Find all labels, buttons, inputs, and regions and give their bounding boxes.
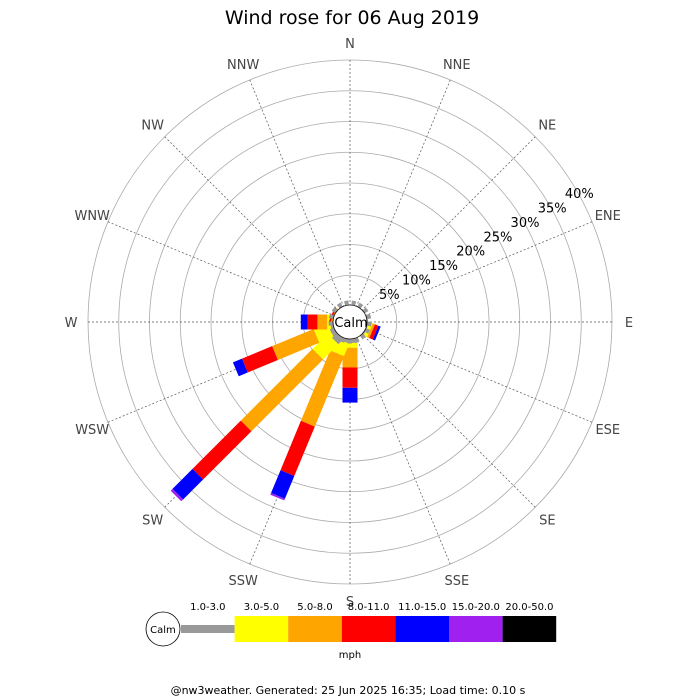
calm-label: Calm: [334, 316, 367, 331]
bar-segment-w-2: [317, 314, 328, 330]
direction-label-ne: NE: [538, 119, 556, 134]
direction-label-se: SE: [539, 513, 555, 528]
legend-swatch-3: [341, 616, 396, 642]
footer-text: @nw3weather. Generated: 25 Jun 2025 16:3…: [171, 684, 526, 697]
bar-segment-s-4: [342, 387, 358, 403]
calm-circle: [332, 304, 368, 340]
radial-tick-label: 5%: [379, 288, 400, 303]
bar-segment-ssw-2: [300, 350, 344, 427]
direction-label-ese: ESE: [595, 423, 620, 438]
radial-tick-label: 15%: [429, 259, 458, 274]
calm-indicator: Calm: [328, 300, 372, 344]
direction-label-ssw: SSW: [229, 574, 259, 589]
bar-segment-ssw-4: [271, 470, 295, 499]
bar-segment-w-3: [307, 314, 318, 330]
grid-spoke: [355, 79, 451, 308]
legend-bin-label-0: 1.0-3.0: [190, 602, 225, 613]
direction-label-s: S: [346, 595, 354, 610]
calm-ring: [328, 300, 372, 344]
direction-label-sw: SW: [142, 513, 163, 528]
grid-circle: [118, 90, 582, 554]
radial-tick-label: 20%: [456, 245, 485, 260]
grid-spoke: [364, 327, 593, 423]
direction-label-wsw: WSW: [75, 423, 109, 438]
legend-swatch-6: [502, 616, 557, 642]
legend-calm-label: Calm: [150, 625, 176, 636]
legend-bin-label-6: 20.0-50.0: [505, 602, 553, 613]
bar-segment-s-3: [342, 367, 358, 388]
direction-label-nnw: NNW: [227, 58, 259, 73]
bar-segment-sw-3: [192, 420, 252, 480]
legend-units: mph: [339, 650, 361, 661]
legend-bin-label-3: 8.0-11.0: [348, 602, 390, 613]
bar-segment-sw-1: [312, 333, 339, 360]
radial-tick-label: 40%: [565, 187, 594, 202]
bar-segment-ese-4: [372, 325, 381, 341]
grid-spoke: [361, 136, 536, 311]
bar-segment-ssw-5: [270, 493, 285, 501]
grid-spoke: [164, 136, 339, 311]
bar-segment-ese-2: [367, 323, 375, 339]
grid-spoke: [355, 336, 451, 565]
grid-spoke: [361, 333, 536, 508]
legend-bin-label-1: 3.0-5.0: [244, 602, 279, 613]
radial-tick-label: 10%: [402, 274, 431, 289]
grid-spoke: [107, 221, 336, 317]
bar-segment-wsw-3: [242, 346, 278, 373]
grid-circle: [210, 182, 490, 462]
legend-swatch-2: [288, 616, 342, 642]
radial-tick-labels: 5%10%15%20%25%30%35%40%: [379, 187, 594, 303]
legend-bin-label-5: 15.0-20.0: [452, 602, 500, 613]
radial-tick-label: 25%: [483, 230, 512, 245]
bar-segment-w-4: [300, 314, 308, 330]
bar-segment-ssw-3: [280, 420, 315, 476]
direction-labels: N NNE NE ENE E ESE SE SSE S SSW SW WSW W WNW NW NNW: [65, 37, 634, 610]
legend-bin-label-4: 11.0-15.0: [398, 602, 446, 613]
chart-title: Wind rose for 06 Aug 2019: [225, 7, 479, 29]
bar-segment-sw-2: [240, 348, 324, 432]
legend-bin-label-2: 5.0-8.0: [297, 602, 332, 613]
legend-calm-circle: [145, 611, 181, 647]
radial-tick-label: 30%: [511, 216, 540, 231]
direction-label-e: E: [625, 316, 633, 331]
direction-label-ene: ENE: [595, 209, 621, 224]
bar-segment-ese-3: [369, 324, 379, 340]
bar-segment-wsw-4: [232, 358, 248, 377]
bar-segment-sw-4: [172, 468, 204, 500]
direction-label-sse: SSE: [444, 574, 469, 589]
bar-segment-s-2: [342, 347, 358, 368]
wind-bars: [170, 307, 381, 502]
legend-swatch-4: [395, 616, 449, 642]
direction-label-w: W: [65, 316, 78, 331]
bar-segment-wsw-2: [272, 329, 320, 360]
bar-segment-sw-5: [170, 488, 184, 502]
legend-swatch-5: [449, 616, 503, 642]
direction-label-nne: NNE: [443, 58, 471, 73]
radial-tick-label: 35%: [538, 201, 567, 216]
grid-spoke: [364, 221, 593, 317]
direction-label-n: N: [345, 37, 355, 52]
legend-swatch-1: [234, 616, 289, 642]
grid-spoke: [249, 79, 345, 308]
speed-legend: Calm 1.0-3.0 3.0-5.0 5.0-8.0 8.0-11.0 11.0-15…: [145, 602, 557, 661]
direction-label-nw: NW: [141, 119, 164, 134]
legend-swatch-0: [181, 625, 235, 633]
direction-label-wnw: WNW: [74, 209, 110, 224]
